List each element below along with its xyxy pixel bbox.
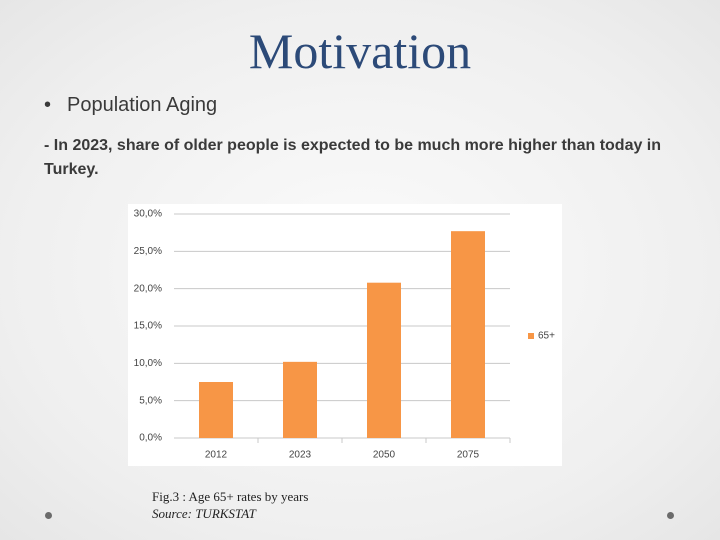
x-tick-label: 2050 [373,450,396,461]
bar [283,361,317,438]
bar [199,382,233,438]
y-tick-label: 20,0% [134,283,162,294]
legend-label: 65+ [538,331,555,342]
y-tick-label: 0,0% [139,433,162,444]
y-tick-label: 5,0% [139,395,162,406]
y-tick-label: 10,0% [134,358,162,369]
x-tick-label: 2023 [289,450,312,461]
figure-caption: Fig.3 : Age 65+ rates by years [152,489,309,504]
y-tick-label: 15,0% [134,321,162,332]
x-tick-label: 2075 [457,450,480,461]
bar [451,231,485,438]
decoration-dot [667,512,674,519]
bullet: Population Aging [44,94,217,117]
chart-background [128,204,562,466]
slide-title: Motivation [248,23,472,79]
x-tick-label: 2012 [205,450,228,461]
figure-source: Source: TURKSTAT [152,506,256,521]
legend-swatch [528,333,534,339]
decoration-dot [45,512,52,519]
y-tick-label: 25,0% [134,246,162,257]
body-text: - In 2023, share of older people is expe… [44,137,662,178]
y-tick-label: 30,0% [134,209,162,220]
chart: 0,0% 5,0% 10,0% 15,0% 20,0% 25,0% 30,0% 2012 202… [128,204,562,466]
bar [367,282,401,438]
